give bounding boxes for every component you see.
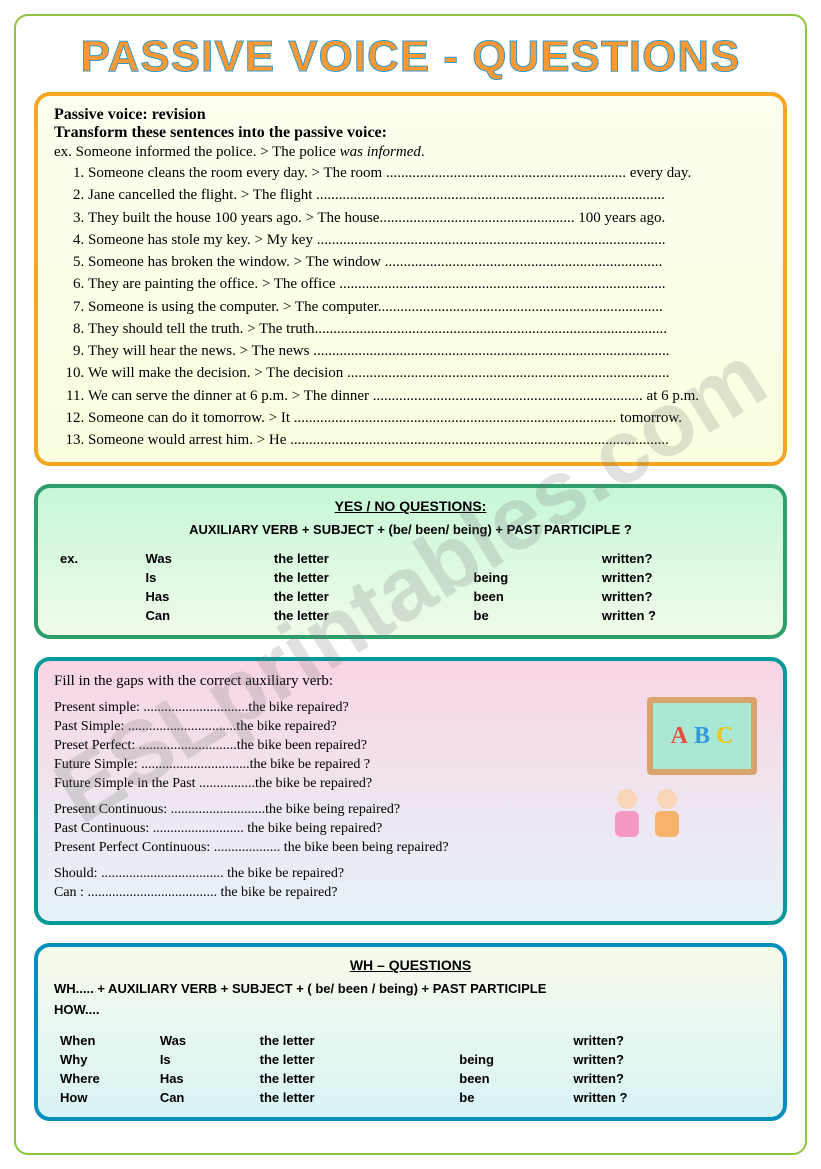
cell: written? bbox=[596, 568, 767, 587]
sentence-list: Someone cleans the room every day. > The… bbox=[54, 163, 767, 450]
cell: the letter bbox=[254, 1031, 454, 1050]
cell: the letter bbox=[254, 1050, 454, 1069]
cell: been bbox=[468, 587, 596, 606]
sentence-item: They built the house 100 years ago. > Th… bbox=[88, 208, 767, 228]
cell: Can bbox=[140, 606, 268, 625]
table-row: WhenWasthe letter written? bbox=[54, 1031, 767, 1050]
box1-instruction: Transform these sentences into the passi… bbox=[54, 124, 767, 142]
box4-formula-l2: HOW.... bbox=[54, 1002, 767, 1017]
cell: How bbox=[54, 1088, 154, 1107]
revision-box: Passive voice: revision Transform these … bbox=[34, 92, 787, 466]
cell: be bbox=[453, 1088, 567, 1107]
abc-clipart: A B C bbox=[595, 697, 765, 837]
cell: written? bbox=[596, 587, 767, 606]
sentence-item: They should tell the truth. > The truth.… bbox=[88, 319, 767, 339]
cell: written? bbox=[567, 1069, 767, 1088]
box2-title: YES / NO QUESTIONS: bbox=[54, 498, 767, 514]
cell: the letter bbox=[254, 1069, 454, 1088]
cell bbox=[453, 1031, 567, 1050]
cell: Was bbox=[140, 549, 268, 568]
table-row: HowCanthe letterbewritten ? bbox=[54, 1088, 767, 1107]
box4-title: WH – QUESTIONS bbox=[54, 957, 767, 973]
ex-label-cell bbox=[54, 568, 140, 587]
worksheet-frame: PASSIVE VOICE - QUESTIONS Passive voice:… bbox=[14, 14, 807, 1155]
letter-a: A bbox=[671, 723, 688, 750]
box2-formula: AUXILIARY VERB + SUBJECT + (be/ been/ be… bbox=[54, 522, 767, 537]
ex-label-cell: ex. bbox=[54, 549, 140, 568]
sentence-item: Someone has stole my key. > My key .....… bbox=[88, 230, 767, 250]
kid2-icon bbox=[655, 789, 679, 837]
gap-line: Should: ................................… bbox=[54, 866, 767, 882]
sentence-item: We can serve the dinner at 6 p.m. > The … bbox=[88, 386, 767, 406]
wh-box: WH – QUESTIONS WH..... + AUXILIARY VERB … bbox=[34, 943, 787, 1121]
ex-label-cell bbox=[54, 606, 140, 625]
box1-heading: Passive voice: revision bbox=[54, 106, 767, 124]
box3-instruction: Fill in the gaps with the correct auxili… bbox=[54, 673, 767, 690]
cell: When bbox=[54, 1031, 154, 1050]
example-em: was informed bbox=[340, 144, 421, 160]
sentence-item: They are painting the office. > The offi… bbox=[88, 274, 767, 294]
cell: the letter bbox=[268, 587, 468, 606]
gap-line: Present Perfect Continuous: ............… bbox=[54, 840, 767, 856]
table-row: Canthe letterbewritten ? bbox=[54, 606, 767, 625]
page-title: PASSIVE VOICE - QUESTIONS bbox=[34, 32, 787, 82]
table-row: WhyIsthe letterbeingwritten? bbox=[54, 1050, 767, 1069]
sentence-item: Someone would arrest him. > He .........… bbox=[88, 430, 767, 450]
sentence-item: They will hear the news. > The news ....… bbox=[88, 341, 767, 361]
ex-label-cell bbox=[54, 587, 140, 606]
fillgaps-box: Fill in the gaps with the correct auxili… bbox=[34, 657, 787, 925]
letter-c: C bbox=[716, 723, 733, 750]
cell: the letter bbox=[268, 568, 468, 587]
cell: written ? bbox=[567, 1088, 767, 1107]
cell bbox=[468, 549, 596, 568]
example-post: . bbox=[421, 144, 425, 160]
kid1-icon bbox=[615, 789, 639, 837]
table-row: WhereHasthe letterbeenwritten? bbox=[54, 1069, 767, 1088]
sentence-item: Someone has broken the window. > The win… bbox=[88, 252, 767, 272]
cell: Is bbox=[154, 1050, 254, 1069]
cell: Why bbox=[54, 1050, 154, 1069]
box2-table: ex.Wasthe letterwritten?Isthe letterbein… bbox=[54, 549, 767, 625]
letter-b: B bbox=[694, 723, 710, 750]
box4-table: WhenWasthe letterwritten?WhyIsthe letter… bbox=[54, 1031, 767, 1107]
cell: Was bbox=[154, 1031, 254, 1050]
box4-formula-l1: WH..... + AUXILIARY VERB + SUBJECT + ( b… bbox=[54, 981, 767, 996]
gap-group: Should: ................................… bbox=[54, 866, 767, 901]
cell: be bbox=[468, 606, 596, 625]
sentence-item: Someone cleans the room every day. > The… bbox=[88, 163, 767, 183]
cell: being bbox=[468, 568, 596, 587]
box1-example: ex. Someone informed the police. > The p… bbox=[54, 144, 767, 161]
cell: written ? bbox=[596, 606, 767, 625]
cell: Has bbox=[140, 587, 268, 606]
table-row: ex.Wasthe letter written? bbox=[54, 549, 767, 568]
cell: Can bbox=[154, 1088, 254, 1107]
cell: Has bbox=[154, 1069, 254, 1088]
cell: written? bbox=[567, 1050, 767, 1069]
sentence-item: Someone is using the computer. > The com… bbox=[88, 297, 767, 317]
cell: written? bbox=[567, 1031, 767, 1050]
sentence-item: Jane cancelled the flight. > The flight … bbox=[88, 185, 767, 205]
table-row: Isthe letterbeingwritten? bbox=[54, 568, 767, 587]
table-row: Hasthe letterbeenwritten? bbox=[54, 587, 767, 606]
cell: being bbox=[453, 1050, 567, 1069]
example-pre: ex. Someone informed the police. > The p… bbox=[54, 144, 340, 160]
cell: been bbox=[453, 1069, 567, 1088]
cell: the letter bbox=[254, 1088, 454, 1107]
cell: Where bbox=[54, 1069, 154, 1088]
yesno-box: YES / NO QUESTIONS: AUXILIARY VERB + SUB… bbox=[34, 484, 787, 639]
sentence-item: We will make the decision. > The decisio… bbox=[88, 363, 767, 383]
gap-line: Can : ..................................… bbox=[54, 885, 767, 901]
cell: the letter bbox=[268, 549, 468, 568]
board-icon: A B C bbox=[647, 697, 757, 775]
sentence-item: Someone can do it tomorrow. > It .......… bbox=[88, 408, 767, 428]
cell: Is bbox=[140, 568, 268, 587]
cell: written? bbox=[596, 549, 767, 568]
cell: the letter bbox=[268, 606, 468, 625]
